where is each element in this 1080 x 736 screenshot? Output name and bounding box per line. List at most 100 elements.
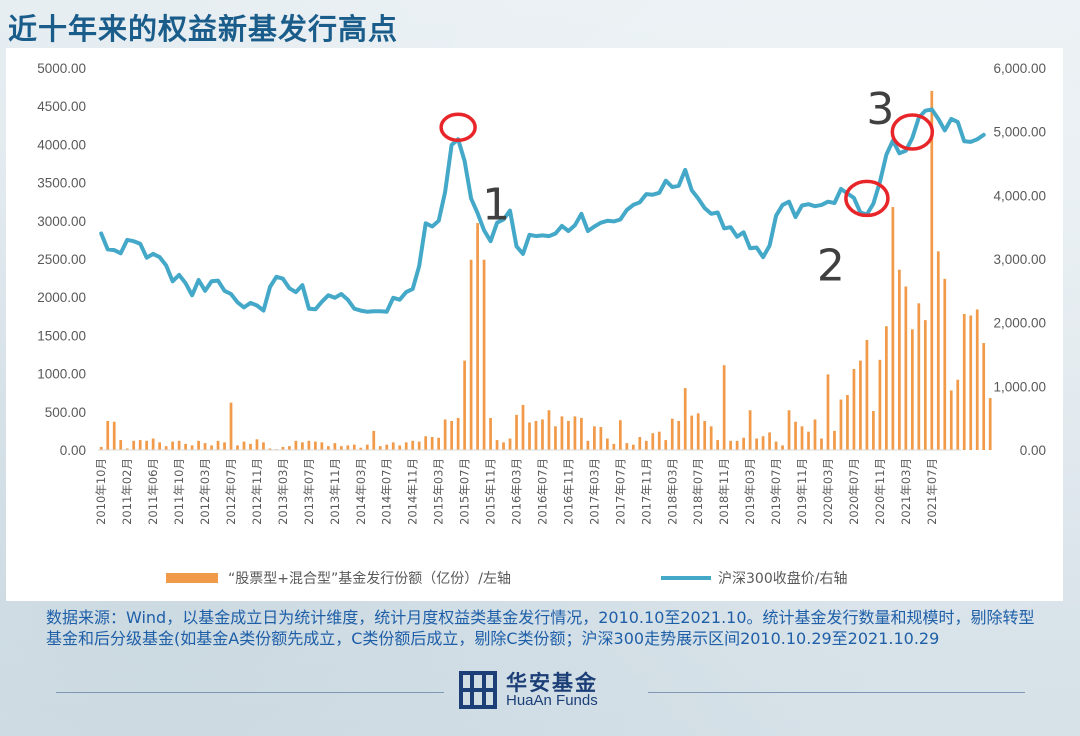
right-axis-tick-label: 5,000.00 bbox=[993, 125, 1046, 140]
bar bbox=[612, 443, 616, 450]
bar bbox=[294, 440, 298, 450]
source-note: 数据来源：Wind，以基金成立日为统计维度，统计月度权益类基金发行情况，2010… bbox=[46, 608, 1035, 648]
left-axis-tick-label: 4000.00 bbox=[37, 137, 86, 152]
right-axis-tick-label: 0.00 bbox=[1020, 443, 1046, 458]
bar bbox=[787, 410, 791, 450]
bar bbox=[339, 446, 343, 450]
chart-panel: 0.00 500.00 1000.00 1500.00 2000.00 2500.00 30… bbox=[6, 48, 1063, 601]
bar bbox=[469, 259, 473, 450]
bar bbox=[236, 445, 239, 450]
x-tick-label: 2017年11月 bbox=[639, 458, 653, 525]
bar bbox=[593, 426, 596, 450]
bar bbox=[567, 420, 570, 450]
bar bbox=[631, 444, 635, 450]
bar bbox=[314, 441, 317, 450]
highlight-circle bbox=[890, 113, 935, 151]
bar bbox=[456, 417, 460, 450]
bar bbox=[268, 448, 272, 450]
bar bbox=[145, 440, 149, 450]
x-tick-label: 2011年10月 bbox=[172, 458, 186, 525]
bar bbox=[852, 369, 856, 450]
bar bbox=[223, 442, 226, 450]
x-tick-label: 2016年11月 bbox=[561, 458, 575, 525]
bar bbox=[839, 399, 843, 450]
bar bbox=[489, 417, 492, 450]
bar bbox=[923, 320, 927, 450]
bar bbox=[151, 438, 155, 450]
bar bbox=[547, 410, 551, 450]
right-axis-tick-label: 2,000.00 bbox=[993, 316, 1046, 331]
x-tick-label: 2019年03月 bbox=[743, 458, 757, 525]
annotation-number: 2 bbox=[817, 240, 845, 291]
x-tick-label: 2014年03月 bbox=[354, 458, 368, 525]
x-tick-label: 2014年11月 bbox=[406, 458, 420, 525]
bar bbox=[320, 442, 324, 450]
logo-chinese-name: 华安基金 bbox=[506, 671, 598, 695]
bar bbox=[391, 442, 395, 450]
bar bbox=[820, 438, 823, 450]
bar bbox=[417, 441, 421, 450]
x-tick-label: 2010年10月 bbox=[94, 458, 108, 525]
bar bbox=[872, 411, 875, 450]
bar bbox=[677, 420, 681, 450]
x-tick-label: 2021年03月 bbox=[899, 458, 913, 525]
bar bbox=[606, 438, 609, 450]
bar bbox=[554, 426, 557, 450]
bar bbox=[281, 446, 285, 450]
bar bbox=[625, 443, 629, 450]
bar bbox=[372, 430, 376, 450]
bar bbox=[683, 388, 687, 450]
bar bbox=[885, 326, 888, 450]
x-tick-label: 2012年11月 bbox=[250, 458, 264, 525]
x-tick-label: 2016年03月 bbox=[510, 458, 524, 525]
bar bbox=[430, 437, 434, 450]
bar bbox=[833, 430, 836, 450]
bar bbox=[917, 303, 921, 450]
bar bbox=[735, 440, 739, 450]
bar bbox=[774, 441, 778, 450]
bar bbox=[670, 418, 674, 450]
bar bbox=[696, 413, 700, 450]
bar bbox=[859, 360, 862, 450]
bar bbox=[846, 394, 849, 450]
bar bbox=[164, 446, 168, 450]
bar bbox=[398, 445, 402, 450]
bar bbox=[703, 420, 707, 450]
bar bbox=[132, 440, 136, 450]
bar bbox=[969, 315, 973, 450]
bar bbox=[508, 438, 512, 450]
legend-bar-label: “股票型+混合型”基金发行份额（亿份）/左轴 bbox=[228, 570, 511, 587]
bar bbox=[495, 440, 499, 450]
highlight-circle bbox=[844, 179, 890, 218]
bar bbox=[891, 207, 895, 450]
bar bbox=[378, 446, 382, 450]
bar bbox=[956, 379, 960, 450]
bar bbox=[560, 416, 564, 450]
left-axis-tick-label: 2000.00 bbox=[37, 290, 86, 305]
bar bbox=[307, 440, 311, 450]
x-tick-label: 2020年07月 bbox=[847, 458, 861, 525]
right-axis-tick-label: 3,000.00 bbox=[993, 252, 1046, 267]
bar bbox=[450, 420, 453, 450]
bar bbox=[365, 444, 369, 450]
bar bbox=[262, 442, 265, 450]
x-tick-label: 2016年07月 bbox=[535, 458, 549, 525]
bar bbox=[515, 414, 518, 450]
bar bbox=[982, 343, 986, 450]
bar bbox=[359, 447, 363, 450]
x-tick-label: 2015年03月 bbox=[432, 458, 446, 525]
hs300-line bbox=[99, 107, 986, 314]
bar bbox=[664, 440, 668, 450]
annotation-number: 1 bbox=[482, 179, 510, 230]
bar bbox=[482, 259, 486, 450]
bar bbox=[813, 419, 817, 450]
left-axis-tick-label: 2500.00 bbox=[37, 252, 86, 267]
x-tick-label: 2013年11月 bbox=[328, 458, 342, 525]
bar bbox=[534, 420, 538, 450]
bar bbox=[229, 402, 233, 450]
left-axis-tick-label: 4500.00 bbox=[37, 99, 86, 114]
bar bbox=[865, 339, 869, 450]
x-tick-label: 2014年07月 bbox=[380, 458, 394, 525]
right-axis-tick-label: 4,000.00 bbox=[993, 188, 1046, 203]
bar bbox=[138, 440, 142, 450]
